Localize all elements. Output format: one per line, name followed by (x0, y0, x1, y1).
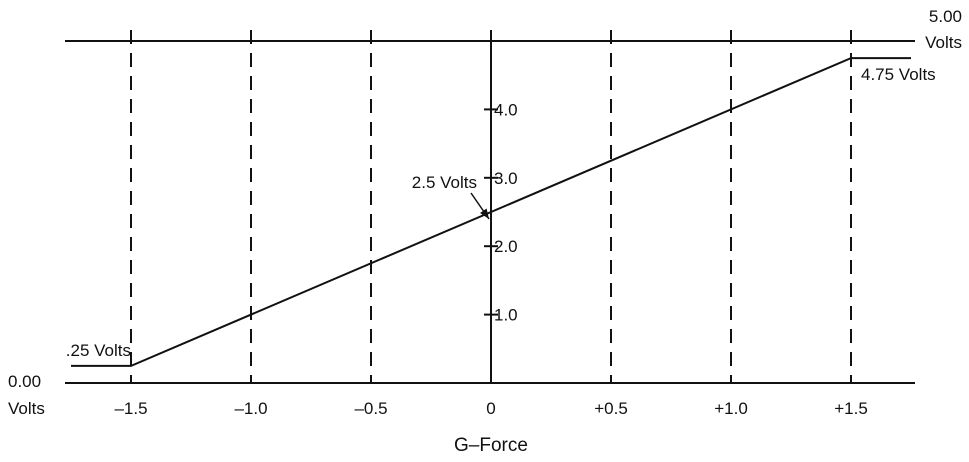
annotation-2-5-volts: 2.5 Volts (412, 173, 477, 192)
ref-label-0-volts-value: 0.00 (8, 372, 41, 391)
x-tick-label: 0 (486, 399, 495, 418)
x-tick-label: +1.5 (834, 399, 868, 418)
annotation-2-5-volts-arrowhead (480, 209, 489, 219)
annotation-4-75-volts: 4.75 Volts (861, 65, 936, 84)
ref-label-5-volts-value: 5.00 (929, 7, 962, 26)
ref-label-0-volts-unit: Volts (8, 399, 45, 418)
x-tick-labels: –1.5 –1.0 –0.5 0 +0.5 +1.0 +1.5 (114, 399, 867, 418)
x-tick-label: +0.5 (594, 399, 628, 418)
x-axis-title: G–Force (454, 435, 528, 456)
x-tick-label: –1.0 (234, 399, 267, 418)
annotation-0-25-volts: .25 Volts (66, 341, 131, 360)
y-tick-label: 1.0 (494, 306, 518, 325)
y-tick-label: 4.0 (494, 100, 518, 119)
x-tick-label: –0.5 (354, 399, 387, 418)
ref-label-5-volts-unit: Volts (925, 33, 962, 52)
y-tick-label: 2.0 (494, 237, 518, 256)
x-tick-label: –1.5 (114, 399, 147, 418)
y-tick-label: 3.0 (494, 169, 518, 188)
x-tick-label: +1.0 (714, 399, 748, 418)
